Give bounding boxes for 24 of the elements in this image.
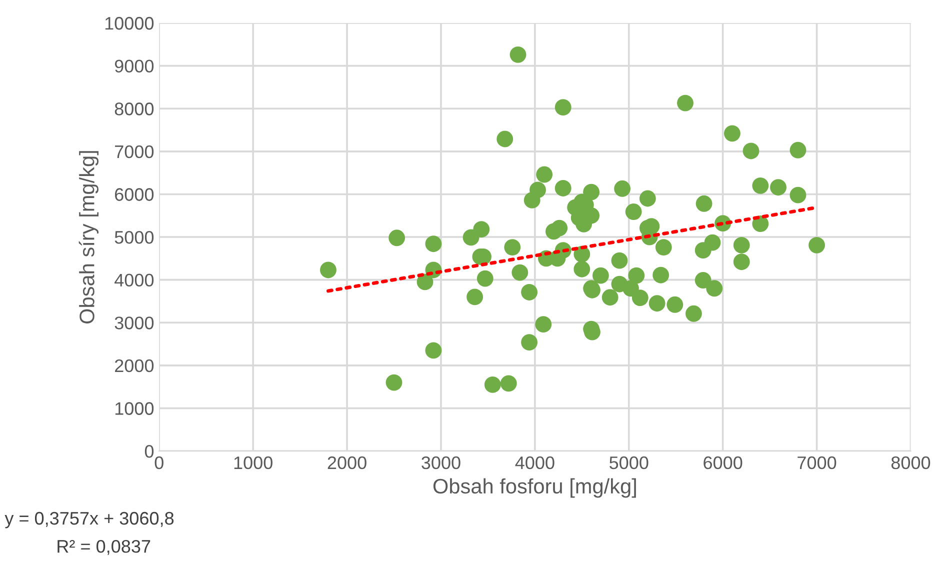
y-tick-label: 3000 [114,316,154,330]
y-tick-label: 2000 [115,359,154,372]
y-tick-label: 6000 [115,188,154,201]
x-tick-label: 8000 [891,456,930,470]
y-tick-label: 8000 [114,102,154,116]
x-tick-label: 3000 [422,456,460,470]
x-tick-label: 0 [154,456,164,470]
y-tick-label: 4000 [114,274,154,287]
y-axis-title: Obsah síry [mg/kg] [78,151,98,324]
x-axis-title: Obsah fosforu [mg/kg] [433,478,636,498]
y-tick-label: 1000 [115,402,154,415]
y-tick-label: 7000 [115,145,154,158]
y-tick-label: 0 [144,444,154,458]
x-tick-label: 7000 [798,456,836,470]
text: R² = 0,0837 [58,540,150,555]
y-tick-label: 5000 [114,230,154,244]
y-tick-label: 10000 [105,16,154,30]
x-tick-label: 1000 [234,456,272,470]
x-tick-label: 5000 [610,456,648,470]
x-tick-label: 2000 [328,456,366,470]
y-tick-label: 9000 [114,60,154,73]
x-tick-label: 6000 [704,456,742,470]
text: y = 0,3757x + 3060,8 [4,512,174,528]
x-tick-label: 4000 [515,456,554,470]
